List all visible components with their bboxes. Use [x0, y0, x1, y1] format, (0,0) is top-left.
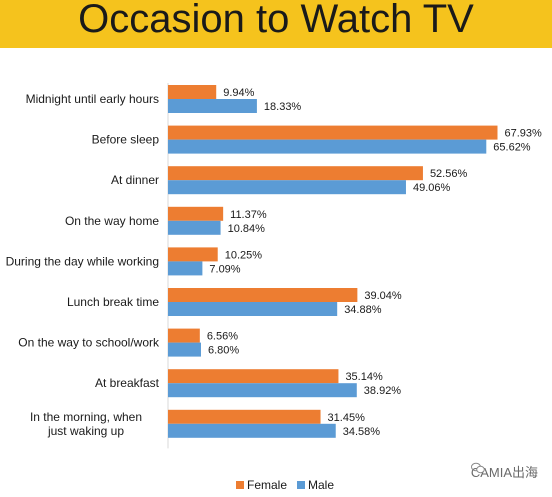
male-data-label: 65.62%: [493, 142, 531, 154]
female-data-label: 9.94%: [223, 87, 254, 99]
title-banner: [0, 0, 552, 48]
category-label: In the morning, when just waking up: [30, 410, 142, 438]
watermark: CAMIA出海: [470, 462, 538, 481]
male-bar: [168, 180, 406, 195]
category-label: On the way home: [65, 214, 159, 228]
female-legend-swatch: [236, 481, 244, 489]
male-bar: [168, 261, 203, 276]
category-label: At dinner: [111, 173, 159, 187]
category-label: At breakfast: [95, 376, 160, 390]
male-bar: [168, 383, 357, 398]
category-label-line: just waking up: [47, 424, 124, 438]
female-data-label: 67.93%: [505, 128, 543, 140]
male-legend-label: Male: [308, 478, 334, 492]
male-bar: [168, 99, 257, 113]
wechat-icon: [470, 462, 485, 474]
male-data-label: 38.92%: [364, 385, 402, 397]
female-bar: [168, 288, 358, 302]
female-bar: [168, 247, 218, 262]
category-label: On the way to school/work: [18, 336, 160, 350]
female-data-label: 31.45%: [328, 412, 366, 424]
category-label: Lunch break time: [67, 295, 159, 309]
male-data-label: 7.09%: [209, 263, 240, 275]
male-data-label: 34.88%: [344, 304, 382, 316]
female-bar: [168, 125, 498, 140]
female-bar: [168, 166, 423, 181]
category-label: Before sleep: [92, 133, 160, 147]
female-bar: [168, 409, 321, 424]
female-bar: [168, 206, 224, 221]
male-data-label: 10.84%: [228, 223, 266, 235]
female-data-label: 11.37%: [230, 209, 267, 221]
category-label: During the day while working: [6, 254, 159, 268]
male-bar: [168, 139, 487, 154]
category-label: Midnight until early hours: [26, 92, 159, 106]
female-data-label: 6.56%: [207, 331, 238, 343]
female-bar: [168, 85, 217, 99]
male-bar: [168, 220, 221, 235]
female-data-label: 39.04%: [364, 290, 402, 302]
male-data-label: 49.06%: [413, 182, 451, 194]
chart-title: Occasion to Watch TV: [78, 0, 474, 41]
male-data-label: 6.80%: [208, 345, 239, 357]
female-legend-label: Female: [247, 478, 287, 492]
female-data-label: 52.56%: [430, 168, 468, 180]
male-bar: [168, 423, 336, 438]
male-data-label: 34.58%: [343, 426, 381, 438]
female-data-label: 10.25%: [225, 249, 263, 261]
female-data-label: 35.14%: [345, 371, 383, 383]
male-data-label: 18.33%: [264, 101, 302, 113]
category-label-line: In the morning, when: [30, 410, 142, 424]
watermark-text: CAMIA出海: [470, 465, 538, 480]
male-bar: [168, 342, 201, 357]
female-bar: [168, 369, 339, 384]
male-bar: [168, 302, 338, 316]
female-bar: [168, 328, 200, 343]
male-legend-swatch: [297, 481, 305, 489]
